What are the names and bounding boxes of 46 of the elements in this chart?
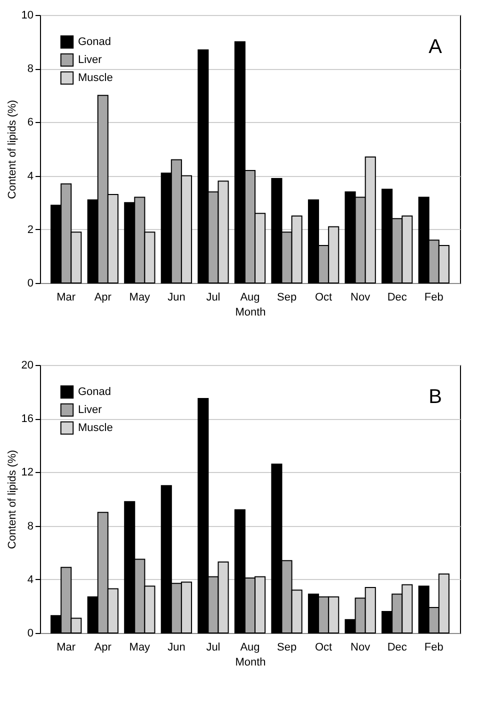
x-axis-title: Month — [235, 306, 266, 318]
y-tick-label: 20 — [21, 360, 34, 372]
legend-label: Muscle — [78, 72, 113, 84]
x-tick-label: Jun — [168, 292, 186, 304]
y-tick-label: 12 — [21, 466, 34, 479]
x-tick-label: Apr — [94, 292, 112, 304]
y-tick-label: 2 — [27, 224, 34, 236]
legend-label: Gonad — [78, 386, 112, 398]
y-tick-label: 0 — [27, 628, 34, 640]
y-axis-title: Content of lipids (%) — [6, 100, 18, 200]
y-tick-label: 0 — [27, 278, 34, 290]
legend-label: Liver — [78, 404, 102, 416]
x-tick-label: May — [129, 292, 151, 304]
x-axis-title: Month — [235, 656, 266, 668]
x-tick-label: Feb — [424, 292, 444, 304]
y-tick-label: 16 — [21, 413, 34, 426]
y-axis-title: Content of lipids (%) — [6, 450, 18, 550]
legend-label: Liver — [78, 54, 102, 66]
annotation: A — [428, 36, 443, 58]
x-tick-label: Aug — [240, 292, 260, 304]
y-tick-label: 8 — [27, 63, 34, 76]
x-tick-label: Jul — [206, 292, 220, 304]
x-tick-label: Aug — [240, 642, 260, 654]
x-tick-label: Oct — [314, 642, 332, 654]
x-tick-label: Feb — [424, 642, 444, 654]
y-tick-label: 4 — [27, 574, 34, 586]
x-tick-label: Sep — [276, 292, 297, 304]
annotation: B — [428, 386, 442, 408]
x-tick-label: Dec — [387, 642, 408, 654]
y-tick-label: 10 — [21, 10, 34, 22]
x-tick-label: Sep — [276, 642, 297, 654]
x-tick-label: Mar — [56, 292, 76, 304]
x-tick-label: Apr — [94, 642, 112, 654]
y-tick-label: 6 — [27, 116, 34, 129]
x-tick-label: May — [129, 642, 151, 654]
x-tick-label: Nov — [350, 292, 371, 304]
x-tick-label: Oct — [314, 292, 332, 304]
x-tick-label: Nov — [350, 642, 371, 654]
x-tick-label: Jul — [206, 642, 220, 654]
x-tick-label: Mar — [56, 642, 76, 654]
y-tick-label: 8 — [27, 520, 34, 532]
x-tick-label: Dec — [387, 292, 408, 304]
legend-label: Gonad — [78, 36, 112, 48]
x-tick-label: Jun — [168, 642, 186, 654]
y-tick-label: 4 — [27, 170, 34, 182]
legend-label: Muscle — [78, 422, 113, 434]
